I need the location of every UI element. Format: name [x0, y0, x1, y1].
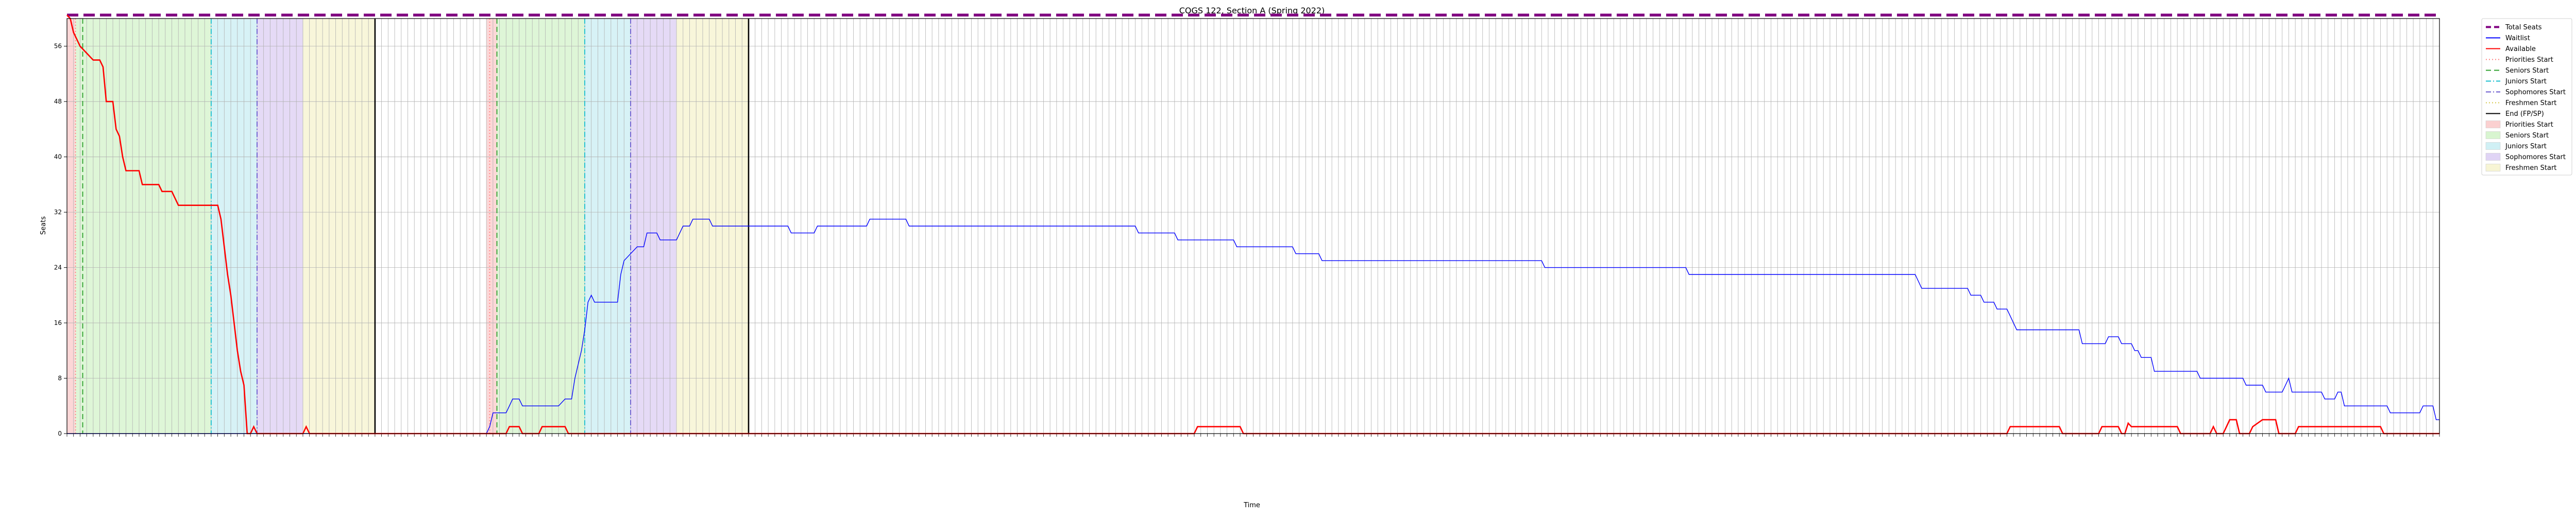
chart-title: COGS 122, Section A (Spring 2022) — [1179, 6, 1325, 15]
plot-area: 0 8 16 24 32 40 48 56 — [54, 13, 2440, 437]
legend-swatch — [2485, 153, 2501, 161]
y-tick-label: 24 — [54, 264, 62, 271]
span-2 — [211, 19, 257, 434]
legend-swatch — [2485, 131, 2501, 139]
legend-label: Juniors Start — [2505, 143, 2547, 150]
legend-label: Priorities Start — [2505, 121, 2553, 129]
legend-label: Freshmen Start — [2505, 164, 2556, 172]
legend-frame — [2481, 18, 2572, 176]
legend-label: Seniors Start — [2505, 132, 2549, 140]
span-7 — [584, 19, 631, 434]
span-3 — [257, 19, 303, 434]
span-4 — [302, 19, 375, 434]
legend-label: Sophomores Start — [2505, 89, 2566, 96]
span-8 — [631, 19, 677, 434]
legend-label: Available — [2505, 45, 2536, 53]
y-tick-label: 16 — [54, 319, 62, 326]
legend: Total Seats Waitlist Available Priorities S… — [2481, 18, 2572, 176]
legend-label: Seniors Start — [2505, 67, 2549, 75]
legend-label: End (FP/SP) — [2505, 110, 2544, 118]
legend-label: Juniors Start — [2505, 78, 2547, 85]
span-0 — [67, 19, 76, 434]
span-1 — [75, 19, 211, 434]
span-6 — [497, 19, 585, 434]
legend-label: Sophomores Start — [2505, 153, 2566, 161]
series-waitlist — [67, 218, 2439, 434]
y-axis-label: Seats — [40, 216, 47, 235]
axes-frame — [66, 18, 2440, 434]
y-tick-label: 8 — [58, 375, 62, 382]
y-tick-label: 48 — [54, 98, 62, 105]
legend-label: Total Seats — [2505, 24, 2542, 31]
legend-label: Priorities Start — [2505, 56, 2553, 64]
legend-label: Freshmen Start — [2505, 99, 2556, 107]
legend-swatch — [2485, 120, 2501, 128]
series-available — [66, 14, 2439, 435]
legend-swatch — [2485, 142, 2501, 150]
span-5 — [486, 19, 497, 434]
y-tick-label: 40 — [54, 153, 62, 161]
legend-swatch — [2485, 164, 2501, 171]
y-tick-label: 56 — [54, 43, 62, 50]
x-axis-label: Time — [1243, 502, 1260, 509]
y-tick-label: 0 — [58, 430, 62, 437]
legend-label: Waitlist — [2505, 35, 2530, 42]
y-tick-label: 32 — [54, 209, 62, 216]
